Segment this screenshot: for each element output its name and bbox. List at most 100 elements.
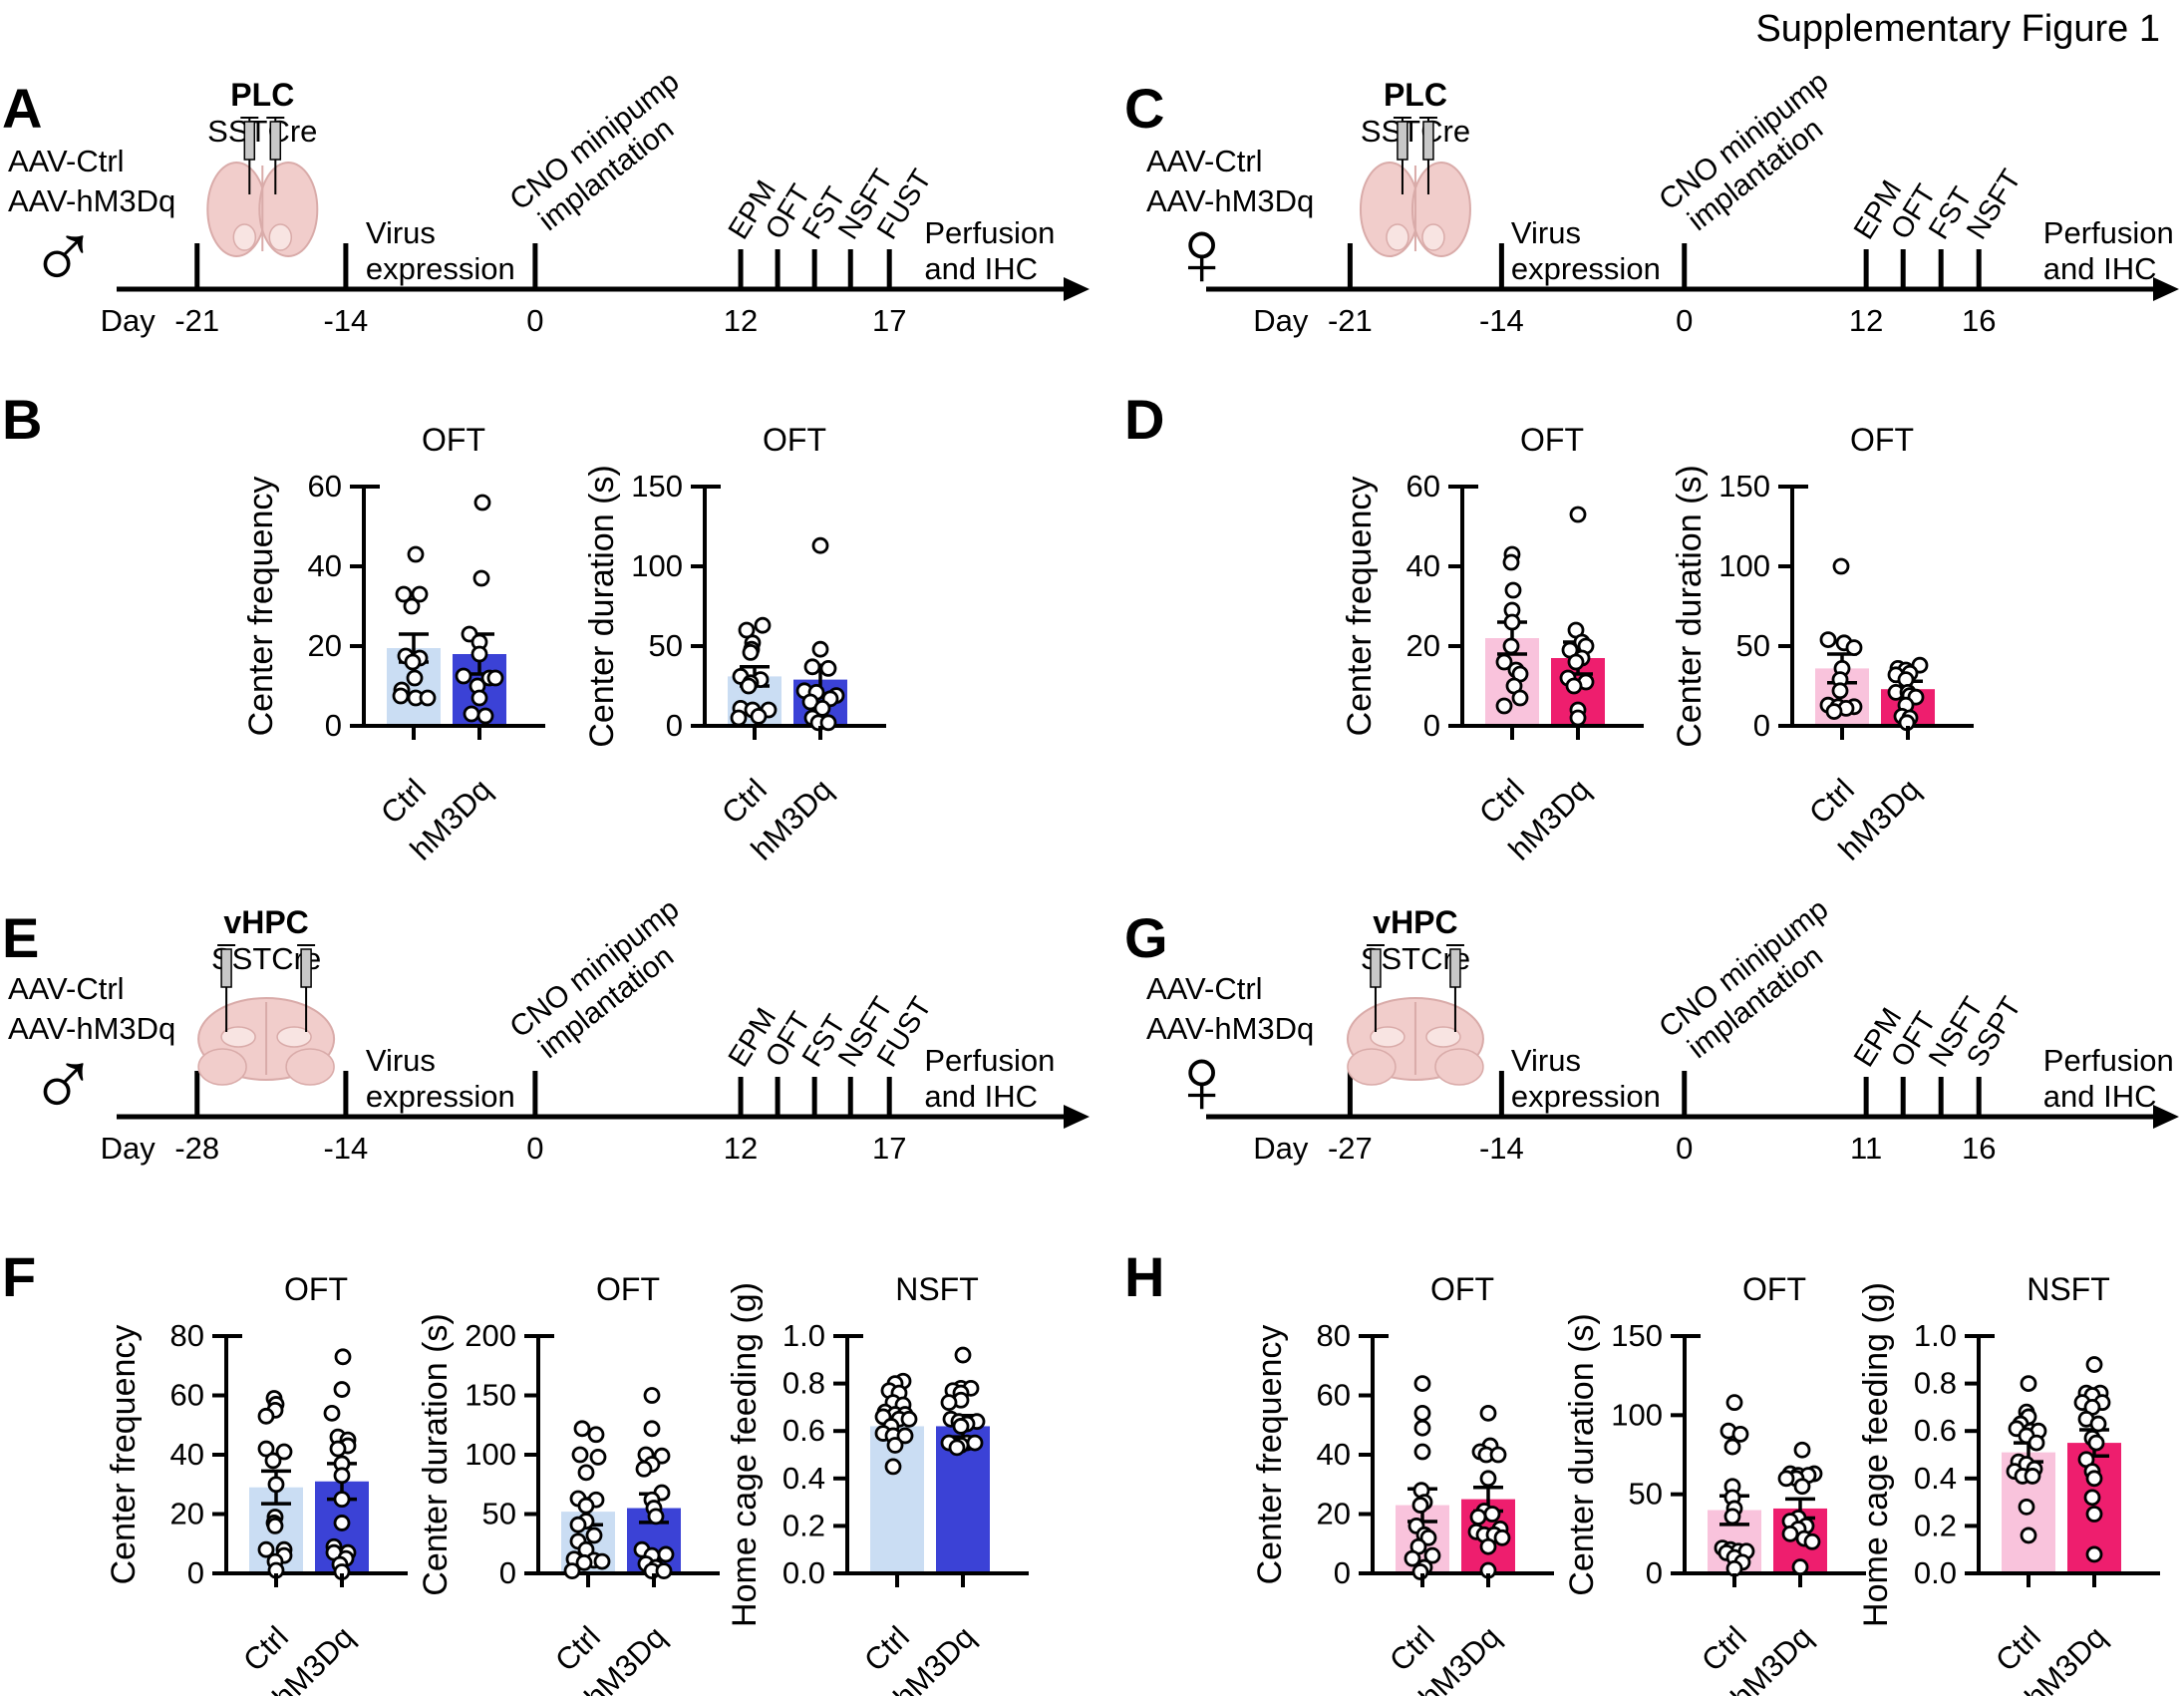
panel-letter-G: G xyxy=(1124,906,1168,969)
y-tick-label: 40 xyxy=(1317,1437,1351,1472)
chart-title: OFT xyxy=(422,422,485,458)
data-point xyxy=(811,536,829,554)
data-point xyxy=(754,616,772,634)
data-point xyxy=(333,1491,351,1509)
timeline-day-label: 12 xyxy=(1849,303,1883,338)
data-point xyxy=(1413,1419,1431,1437)
data-point xyxy=(1825,703,1843,720)
y-tick-label: 50 xyxy=(482,1497,516,1531)
region-label: vHPC xyxy=(1373,904,1457,940)
brain-icon xyxy=(1370,1026,1405,1048)
timeline-day-label: 16 xyxy=(1962,1131,1996,1166)
region-label: PLC xyxy=(230,77,294,113)
data-point xyxy=(463,705,480,723)
data-point xyxy=(476,707,494,725)
panel-letter-A: A xyxy=(2,77,42,140)
y-tick-label: 80 xyxy=(1317,1318,1351,1353)
y-tick-label: 1.0 xyxy=(1914,1318,1957,1353)
virus-expression-label: expression xyxy=(366,251,515,286)
panel-letter-F: F xyxy=(2,1245,36,1308)
data-point xyxy=(1413,1404,1431,1422)
data-point xyxy=(1803,1532,1821,1550)
y-axis-label: Center frequency xyxy=(1251,1325,1289,1585)
data-point xyxy=(1723,1508,1741,1526)
y-tick-label: 0 xyxy=(1423,708,1440,743)
aav-label: AAV-Ctrl xyxy=(1146,971,1263,1006)
data-point xyxy=(1495,697,1513,715)
y-tick-label: 0 xyxy=(187,1555,204,1590)
virus-expression-label: expression xyxy=(1511,1079,1661,1114)
brain-icon xyxy=(1421,223,1445,251)
aav-label: AAV-hM3Dq xyxy=(1146,183,1314,218)
data-point xyxy=(334,1348,352,1366)
data-point xyxy=(1489,1446,1507,1464)
data-point xyxy=(563,1562,581,1580)
data-point xyxy=(333,1467,351,1485)
data-point xyxy=(1791,1558,1809,1576)
chart-title: OFT xyxy=(1742,1271,1806,1307)
y-tick-label: 40 xyxy=(170,1437,204,1472)
data-point xyxy=(406,669,424,687)
data-point xyxy=(329,1440,347,1458)
brain-icon xyxy=(197,1048,247,1086)
chart-title: OFT xyxy=(1850,422,1914,458)
y-axis-label: Center duration (s) xyxy=(1563,1313,1601,1595)
syringe-icon xyxy=(1370,948,1382,988)
perfusion-label: and IHC xyxy=(2043,251,2157,286)
y-tick-label: 200 xyxy=(465,1318,516,1353)
data-point xyxy=(577,1497,595,1515)
brain-icon xyxy=(268,223,293,251)
data-point xyxy=(404,653,422,671)
y-tick-label: 150 xyxy=(465,1378,516,1413)
data-point xyxy=(1479,1537,1497,1555)
data-point xyxy=(333,1381,351,1398)
timeline-arrowhead-icon xyxy=(1064,277,1090,301)
data-point xyxy=(819,714,837,732)
y-tick-label: 150 xyxy=(1718,469,1770,504)
syringe-icon xyxy=(300,948,312,988)
aav-label: AAV-hM3Dq xyxy=(8,183,175,218)
aav-label: AAV-hM3Dq xyxy=(8,1011,175,1046)
data-point xyxy=(813,700,831,717)
y-tick-label: 100 xyxy=(1611,1397,1663,1432)
y-tick-label: 0.6 xyxy=(782,1413,825,1448)
chart-title: OFT xyxy=(596,1271,660,1307)
data-point xyxy=(486,669,504,687)
data-point xyxy=(2089,1415,2107,1433)
y-tick-label: 0.6 xyxy=(1914,1413,1957,1448)
y-tick-label: 60 xyxy=(1406,469,1440,504)
data-point xyxy=(896,1427,914,1445)
chart-title: NSFT xyxy=(895,1271,979,1307)
chart-title: NSFT xyxy=(2027,1271,2110,1307)
y-tick-label: 1.0 xyxy=(782,1318,825,1353)
data-point xyxy=(2083,1489,2101,1507)
perfusion-label: Perfusion xyxy=(924,215,1055,250)
data-point xyxy=(940,1394,958,1412)
data-point xyxy=(571,1446,589,1464)
timeline-day-word: Day xyxy=(101,303,156,338)
y-tick-label: 0 xyxy=(666,708,683,743)
chart-title: OFT xyxy=(284,1271,348,1307)
data-point xyxy=(1479,1404,1497,1422)
data-point xyxy=(1411,1497,1429,1514)
data-point xyxy=(2024,1468,2041,1485)
data-point xyxy=(1777,1470,1795,1488)
y-tick-label: 0.8 xyxy=(1914,1366,1957,1401)
region-label: PLC xyxy=(1384,77,1447,113)
timeline-day-label: 11 xyxy=(1850,1131,1882,1166)
y-axis-label: Center frequency xyxy=(242,477,280,737)
cre-line-label: SSTCre xyxy=(207,114,317,149)
timeline-day-label: -14 xyxy=(1479,303,1524,338)
timeline-day-label: 0 xyxy=(1676,1131,1693,1166)
y-tick-label: 100 xyxy=(1718,548,1770,583)
data-point xyxy=(819,660,837,677)
y-axis-label: Center frequency xyxy=(105,1325,143,1585)
